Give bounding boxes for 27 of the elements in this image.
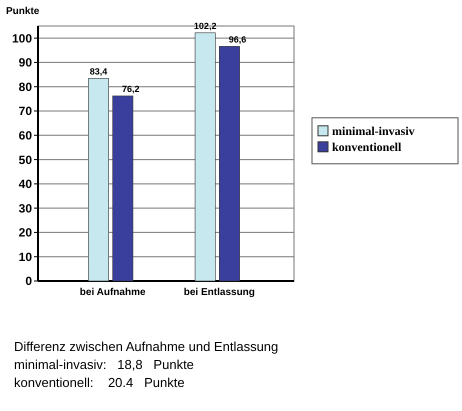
y-tick-label: 90 — [18, 56, 32, 70]
y-tick-label: 40 — [18, 177, 32, 192]
text: Differenz zwischen Aufnahme und Entlassung — [14, 339, 278, 354]
y-tick-label: 50 — [18, 152, 32, 167]
y-tick-label: 70 — [18, 104, 32, 118]
legend-label: konventionell — [332, 140, 402, 154]
data-label: 102,2 — [194, 20, 216, 31]
y-tick-label: 60 — [18, 128, 32, 142]
x-tick-label: bei Entlassung — [184, 287, 255, 298]
data-label: 83,4 — [90, 66, 108, 76]
bar — [194, 32, 216, 282]
y-tick-label: 100 — [12, 31, 32, 46]
y-tick-label: 20 — [18, 226, 32, 240]
y-tick-label: 0 — [25, 274, 32, 288]
data-label: 96,6 — [228, 34, 246, 44]
x-tick-label: bei Aufnahme — [80, 287, 146, 298]
text: minimal-invasiv: 18,8 Punkte — [14, 357, 194, 372]
bar — [88, 78, 109, 282]
text: konventionell: 20.4 Punkte — [14, 375, 185, 390]
legend-label: minimal-invasiv — [332, 124, 415, 138]
y-tick-label: 10 — [18, 250, 32, 264]
y-axis-title: Punkte — [6, 6, 40, 17]
y-tick-label: 80 — [18, 80, 32, 94]
y-tick-label: 30 — [18, 201, 32, 216]
data-label: 76,2 — [122, 84, 140, 94]
bar — [219, 46, 240, 282]
bar — [112, 96, 134, 282]
